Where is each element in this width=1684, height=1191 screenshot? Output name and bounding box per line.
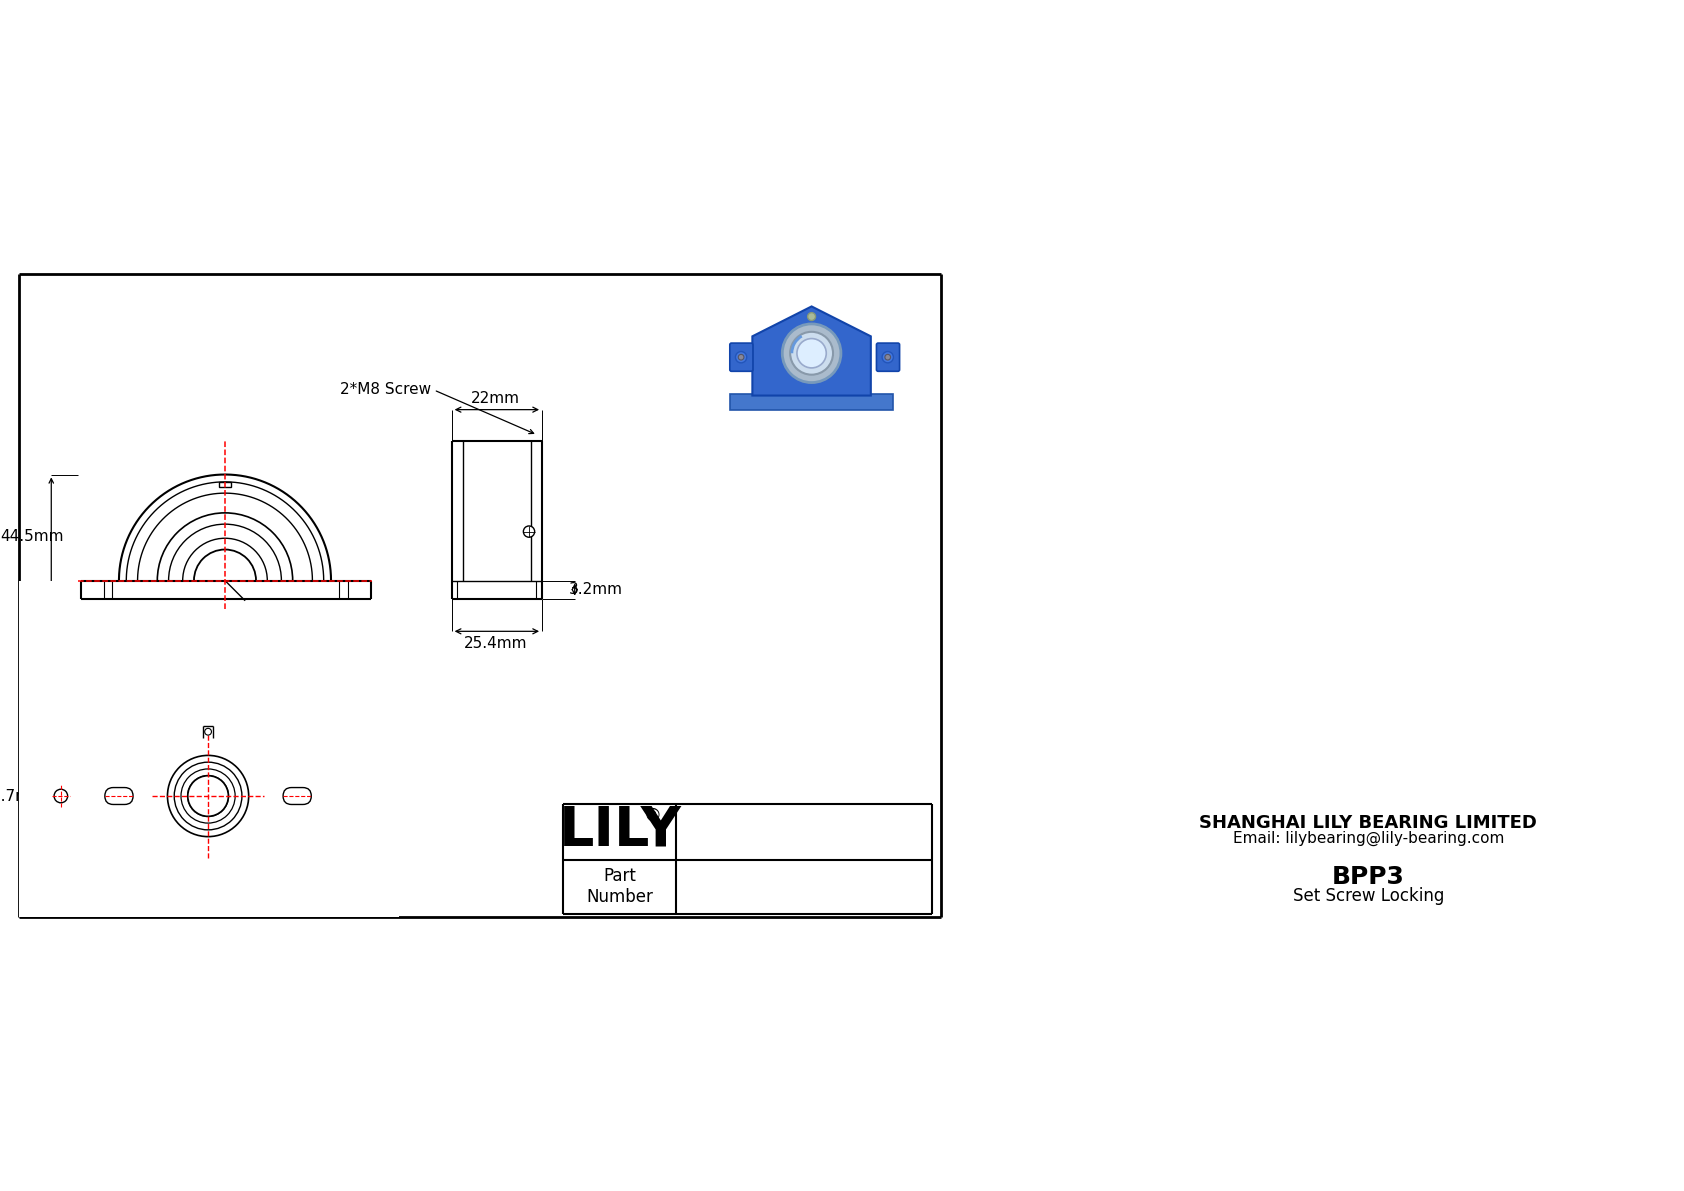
Text: SHANGHAI LILY BEARING LIMITED: SHANGHAI LILY BEARING LIMITED [1199, 815, 1537, 833]
Text: 44.5mm: 44.5mm [0, 529, 64, 544]
Circle shape [882, 351, 894, 363]
Text: Email: lilybearing@lily-bearing.com: Email: lilybearing@lily-bearing.com [1233, 830, 1504, 846]
FancyBboxPatch shape [729, 343, 753, 372]
Text: Set Screw Locking: Set Screw Locking [1293, 887, 1443, 905]
Text: BPP3: BPP3 [1332, 865, 1404, 888]
FancyBboxPatch shape [876, 343, 899, 372]
Bar [19, 580, 399, 917]
Text: 25.4mm: 25.4mm [465, 636, 527, 651]
Circle shape [736, 351, 746, 363]
Text: Part
Number: Part Number [586, 867, 653, 906]
Polygon shape [729, 394, 894, 410]
Text: 22.2mm: 22.2mm [20, 582, 84, 597]
Text: 8.7mm: 8.7mm [0, 788, 45, 804]
Circle shape [738, 355, 744, 360]
Text: 3.2mm: 3.2mm [569, 582, 623, 597]
Text: 12.7mm: 12.7mm [91, 690, 155, 704]
Text: 92.1mm: 92.1mm [190, 628, 261, 646]
Circle shape [808, 312, 815, 320]
Circle shape [524, 526, 534, 537]
Circle shape [884, 355, 891, 360]
Bar [219, 482, 231, 487]
FancyBboxPatch shape [69, 738, 347, 854]
Text: 2*M8 Screw: 2*M8 Screw [340, 382, 431, 398]
Text: Min:64mm: Min:64mm [167, 886, 249, 900]
Circle shape [790, 332, 834, 375]
Text: ®: ® [643, 806, 662, 824]
FancyBboxPatch shape [52, 743, 69, 848]
Text: Ø17mm: Ø17mm [177, 650, 239, 666]
FancyBboxPatch shape [283, 787, 312, 804]
Polygon shape [753, 306, 871, 395]
Circle shape [783, 324, 840, 382]
Circle shape [189, 775, 229, 816]
Text: LILY: LILY [559, 804, 682, 858]
Circle shape [54, 790, 67, 803]
FancyBboxPatch shape [104, 787, 133, 804]
Circle shape [797, 338, 827, 368]
Text: Max:73mm: Max:73mm [165, 898, 251, 913]
Text: 22mm: 22mm [472, 391, 520, 406]
